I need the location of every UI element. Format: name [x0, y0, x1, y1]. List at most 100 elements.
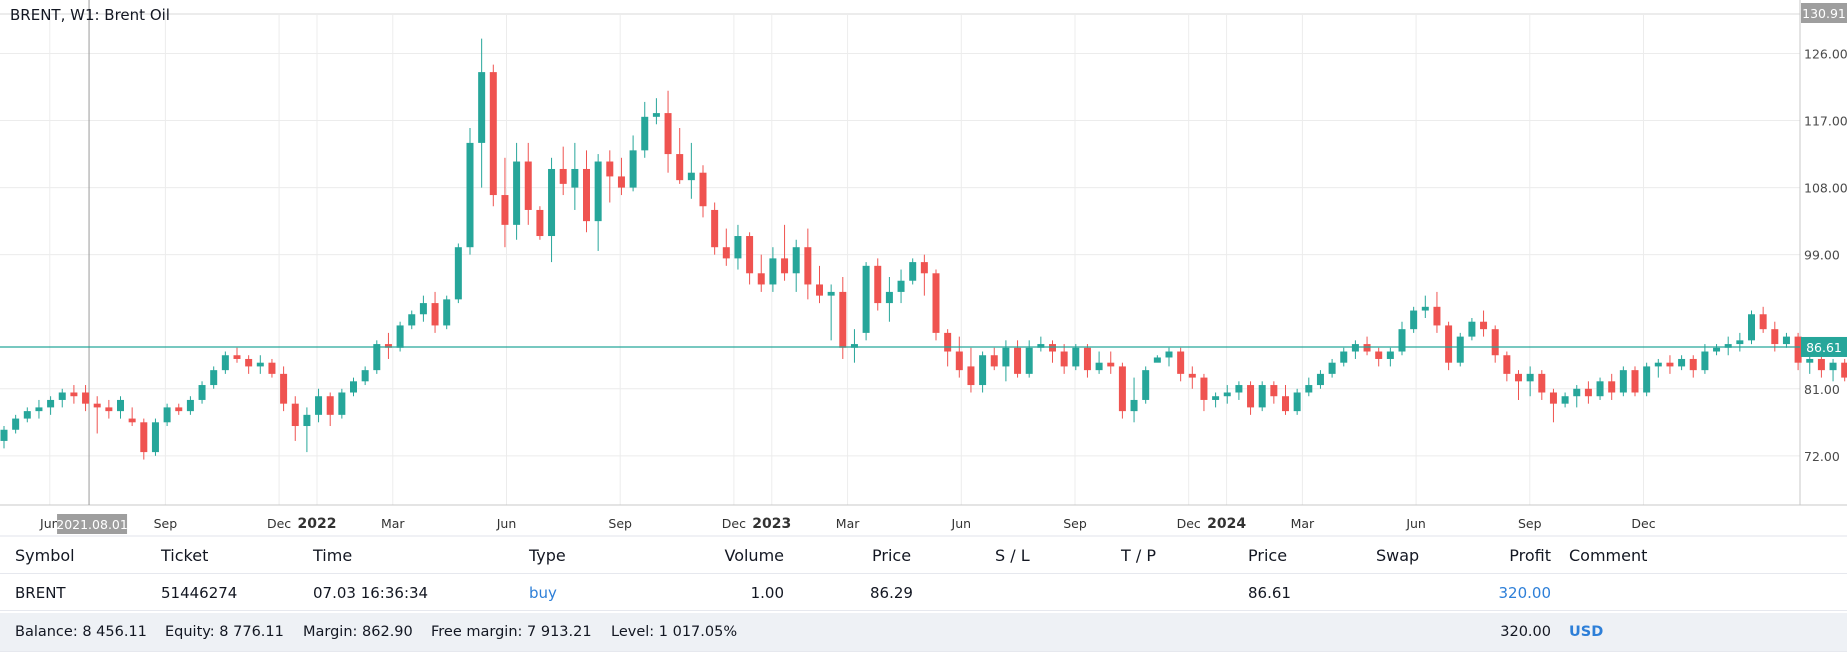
- candle-body: [722, 247, 730, 259]
- header-take-profit[interactable]: T / P: [1121, 546, 1156, 565]
- x-tick-label: Mar: [836, 516, 860, 531]
- candle-body: [1270, 385, 1278, 397]
- candle-body: [1328, 362, 1336, 374]
- candle-body: [769, 258, 777, 285]
- candle-body: [1468, 321, 1476, 337]
- header-time[interactable]: Time: [313, 546, 353, 565]
- candle-body: [1363, 344, 1371, 352]
- candle-body: [1142, 370, 1150, 400]
- candle-body: [466, 142, 474, 248]
- candle-body: [151, 422, 159, 453]
- candle-body: [454, 247, 462, 300]
- header-profit[interactable]: Profit: [1509, 546, 1551, 565]
- candle-body: [734, 236, 742, 259]
- candle-body: [1014, 347, 1022, 374]
- candle-body: [944, 332, 952, 352]
- candle-body: [373, 344, 381, 371]
- candle-body: [1095, 362, 1103, 371]
- candle-body: [1666, 362, 1674, 367]
- position-open-price: 86.29: [870, 584, 913, 602]
- top-price-tag: [1801, 3, 1847, 23]
- candle-body: [268, 362, 276, 374]
- y-tick-label: 81.00: [1804, 382, 1840, 397]
- header-type[interactable]: Type: [529, 546, 566, 565]
- candle-body: [583, 168, 590, 222]
- candle-body: [792, 247, 800, 274]
- candle-body: [1083, 347, 1091, 371]
- header-volume[interactable]: Volume: [724, 546, 784, 565]
- candle-body: [1549, 392, 1557, 404]
- header-swap[interactable]: Swap: [1376, 546, 1420, 565]
- candle-body: [1177, 351, 1185, 374]
- x-tick-label: 2022: [298, 516, 337, 532]
- candle-body: [0, 429, 8, 441]
- candle-body: [827, 291, 835, 296]
- candle-body: [1200, 377, 1208, 400]
- y-tick-label: 99.00: [1804, 248, 1840, 263]
- candle-body: [1188, 373, 1196, 378]
- account-summary-row: Balance: 8 456.11 Equity: 8 776.11 Margi…: [0, 613, 1847, 652]
- candle-body: [1258, 385, 1266, 408]
- candle-body: [979, 355, 987, 386]
- account-level: Level: 1 017.05%: [611, 624, 738, 640]
- account-currency[interactable]: USD: [1569, 624, 1604, 640]
- candle-body: [443, 299, 451, 326]
- candle-body: [1643, 366, 1651, 393]
- crosshair-date-tag: [57, 514, 128, 534]
- position-time: 07.03 16:36:34: [313, 584, 429, 602]
- position-type: buy: [529, 584, 557, 602]
- header-current-price[interactable]: Price: [1248, 546, 1288, 565]
- candle-body: [1829, 362, 1837, 371]
- candle-body: [594, 161, 602, 222]
- x-tick-label: Mar: [1291, 516, 1315, 531]
- account-free-margin: Free margin: 7 913.21: [431, 624, 592, 640]
- position-current-price: 86.61: [1248, 584, 1291, 602]
- position-row[interactable]: BRENT 51446274 07.03 16:36:34 buy 1.00 8…: [0, 574, 1847, 611]
- candle-body: [1293, 392, 1301, 412]
- candle-body: [1037, 344, 1045, 348]
- header-ticket[interactable]: Ticket: [161, 546, 209, 565]
- account-equity: Equity: 8 776.11: [165, 624, 284, 640]
- candle-body: [140, 422, 148, 453]
- candle-body: [1456, 336, 1464, 363]
- candle-body: [1305, 385, 1313, 393]
- position-profit: 320.00: [1498, 584, 1552, 602]
- x-tick-label: Jun: [951, 516, 972, 531]
- candle-body: [198, 385, 206, 400]
- candle-body: [1410, 310, 1418, 330]
- candle-body: [291, 403, 299, 427]
- candle-body: [256, 362, 264, 367]
- x-tick-label: Dec: [1631, 516, 1655, 531]
- header-symbol[interactable]: Symbol: [15, 546, 75, 565]
- x-tick-label: Dec: [267, 516, 291, 531]
- candle-body: [1759, 314, 1767, 330]
- candle-body: [1619, 370, 1627, 393]
- candle-body: [816, 284, 823, 296]
- current-price-label: 86.61: [1806, 340, 1842, 355]
- candle-body: [932, 273, 940, 333]
- candle-body: [1002, 347, 1010, 367]
- candle-body: [1701, 351, 1709, 371]
- header-stop-loss[interactable]: S / L: [995, 546, 1030, 565]
- header-comment[interactable]: Comment: [1569, 546, 1648, 565]
- candle-body: [850, 344, 858, 348]
- candle-body: [909, 262, 917, 281]
- candle-body: [70, 392, 78, 397]
- candle-body: [559, 168, 567, 184]
- candle-body: [1025, 347, 1033, 374]
- candle-body: [524, 161, 532, 210]
- candlestick-chart[interactable]: 126.00 117.00 108.00 99.00 81.00 72.00 Jun Sep D…: [0, 0, 1847, 537]
- header-open-price[interactable]: Price: [872, 546, 912, 565]
- candle-body: [326, 396, 334, 415]
- candle-body: [384, 344, 392, 348]
- price-chart[interactable]: 126.00 117.00 108.00 99.00 81.00 72.00 Jun Sep D…: [0, 0, 1847, 537]
- candle-body: [641, 116, 649, 151]
- x-tick-label: Dec: [722, 516, 746, 531]
- candle-body: [501, 195, 509, 225]
- candle-body: [664, 113, 672, 155]
- candle-body: [47, 399, 55, 408]
- x-tick-label: Jun: [496, 516, 517, 531]
- candle-body: [1817, 358, 1825, 371]
- candle-body: [874, 265, 882, 304]
- candle-body: [1491, 329, 1499, 356]
